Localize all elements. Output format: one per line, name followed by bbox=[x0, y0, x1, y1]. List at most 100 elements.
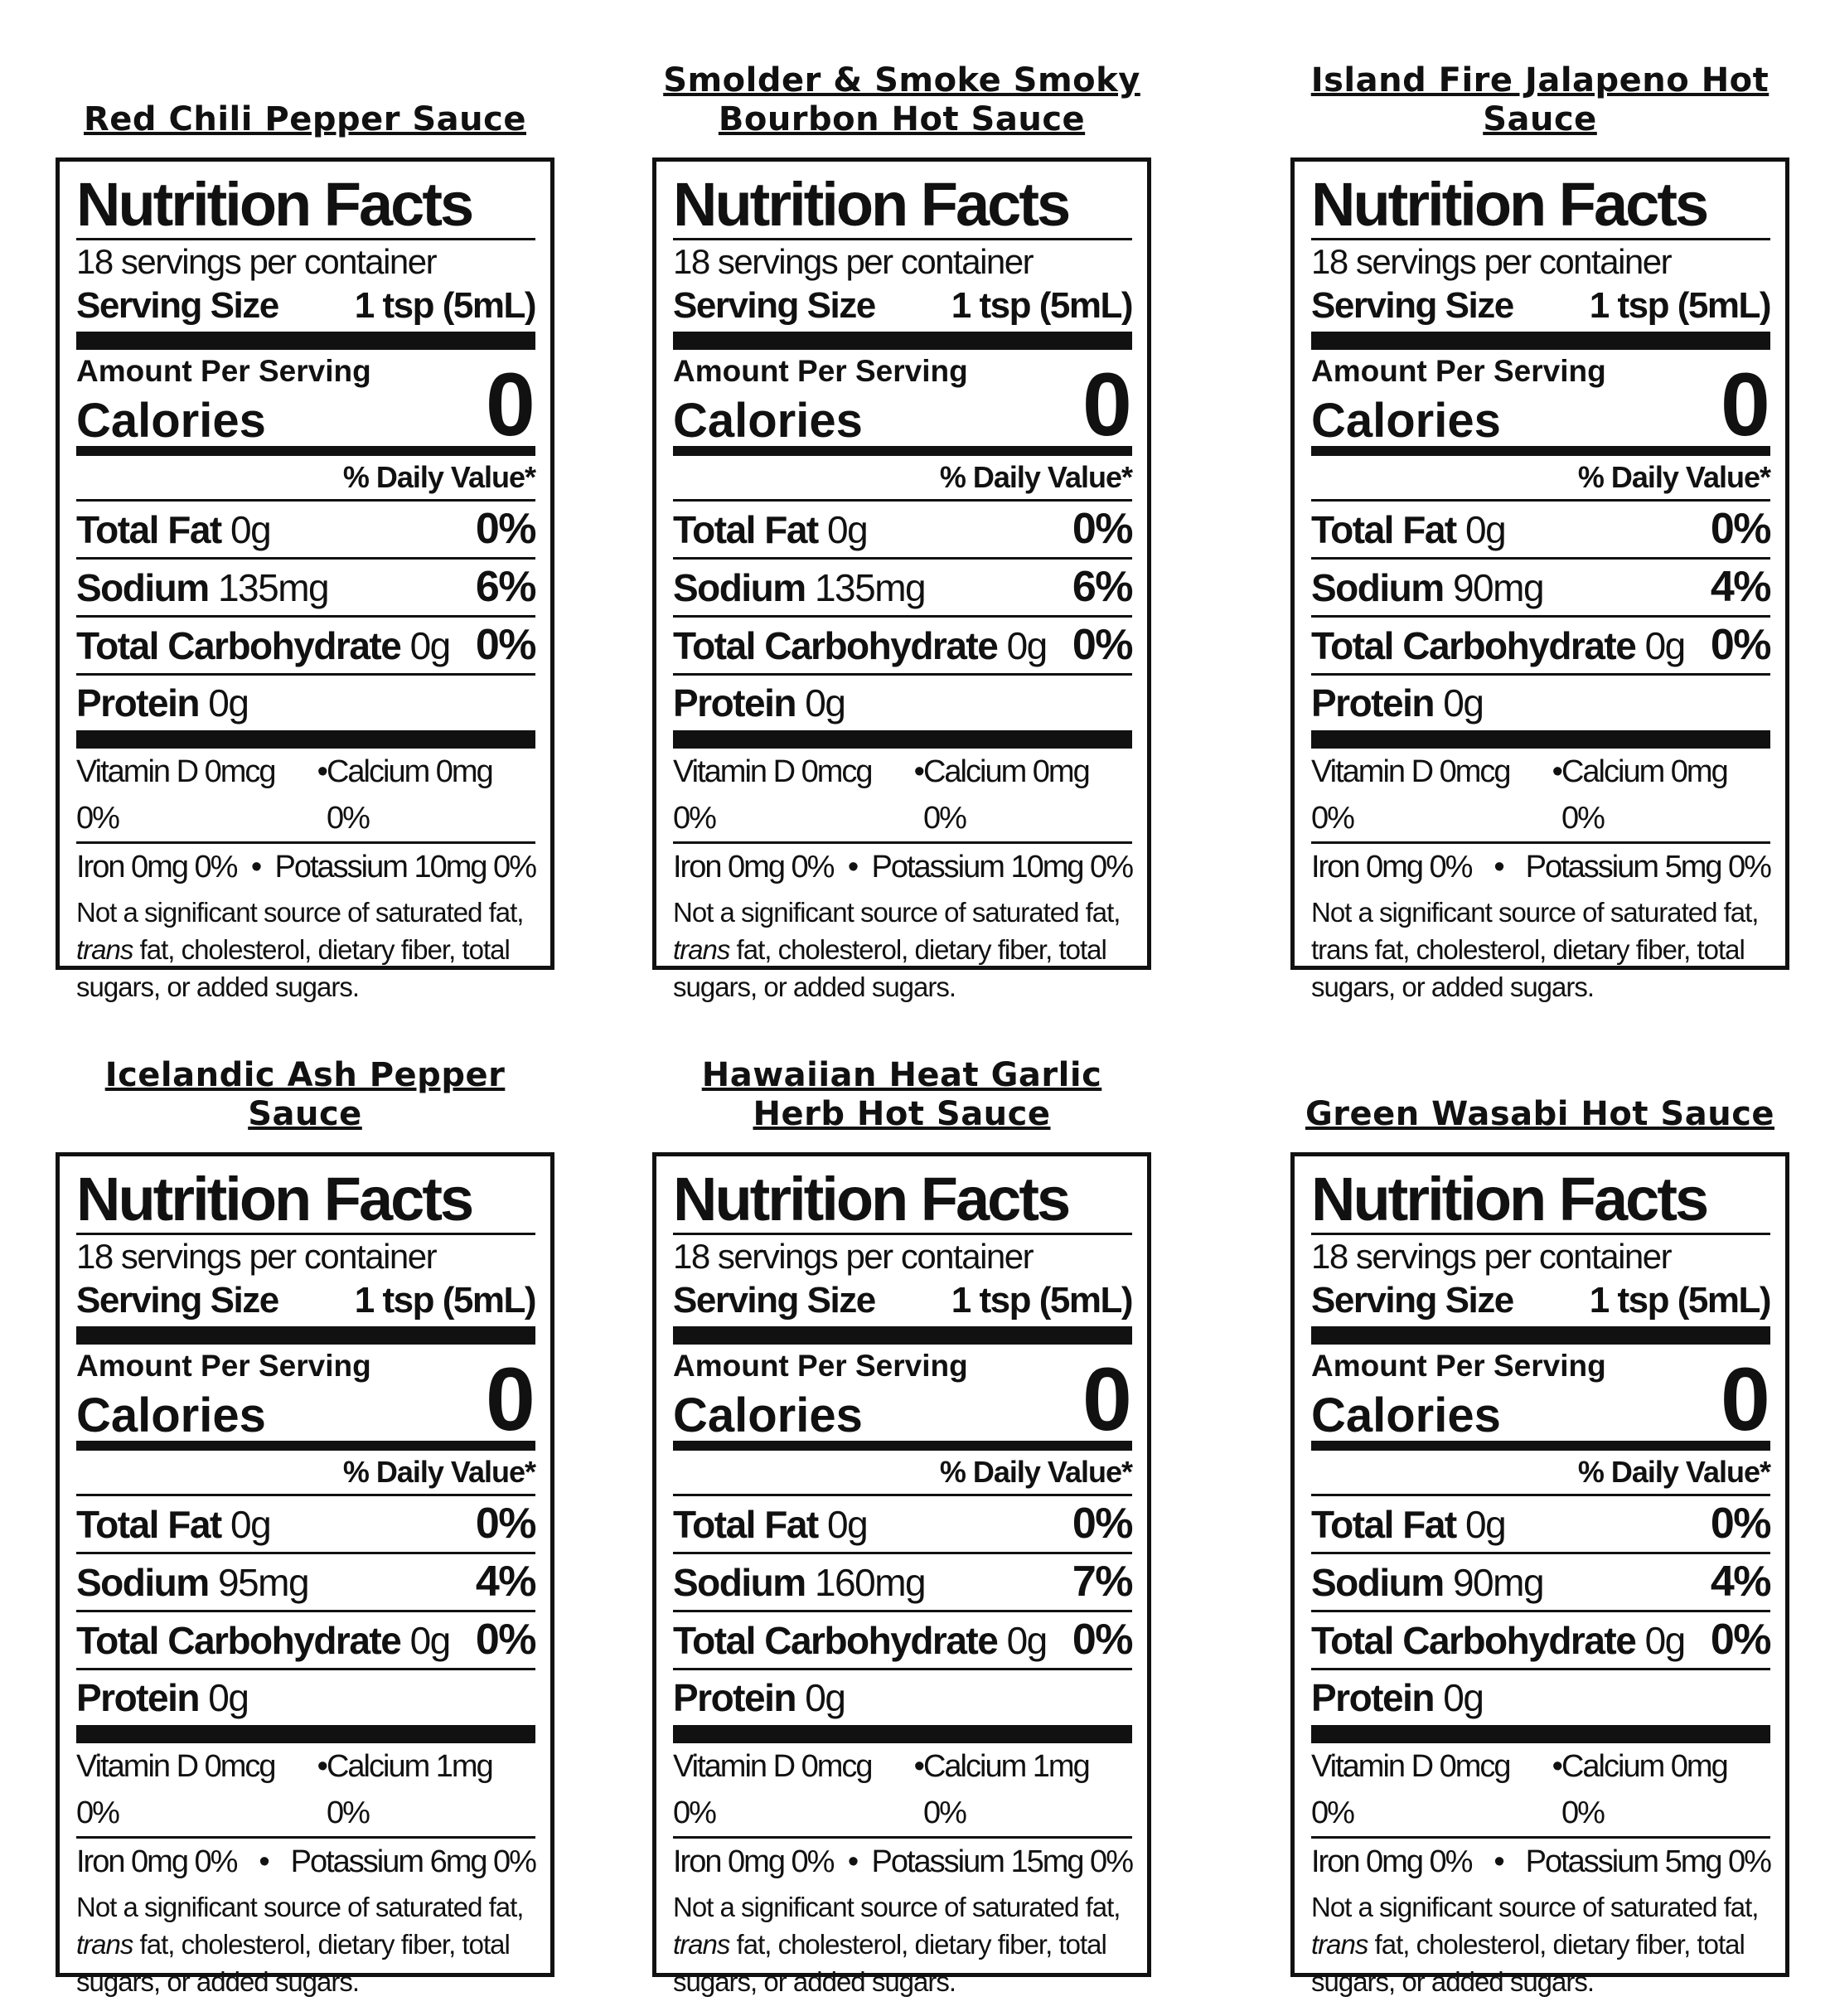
protein-amount: 0g bbox=[805, 681, 846, 724]
footnote: Not a significant source of saturated fa… bbox=[673, 1888, 1132, 2000]
serving-size-label: Serving Size bbox=[673, 285, 876, 326]
nutrient: Total Fat 0g bbox=[1311, 502, 1507, 557]
vitamin-row: Vitamin D 0mcg 0% • Calcium 1mg 0% bbox=[76, 1743, 535, 1839]
calories-row: Calories 0 bbox=[1311, 354, 1770, 456]
bullet: • bbox=[847, 850, 859, 884]
vitamin-row: Iron 0mg 0% • Potassium 15mg 0% bbox=[673, 1839, 1134, 1885]
vitamin: Calcium 0mg 0% bbox=[1561, 1749, 1729, 1830]
nutrient-row: Total Fat 0g 0% bbox=[1311, 502, 1772, 560]
calories-label: Calories bbox=[1311, 1388, 1501, 1442]
nutrient-dv: 4% bbox=[475, 1558, 537, 1606]
amount-per-serving: Amount Per Serving bbox=[76, 1349, 371, 1383]
serving-size-row: Serving Size 1 tsp (5mL) bbox=[673, 284, 1134, 350]
footnote-text: trans bbox=[76, 1929, 133, 1960]
nutrient-name: Total Fat bbox=[673, 508, 819, 551]
nutrient-amount: 135mg bbox=[814, 566, 927, 609]
nutrient: Total Fat 0g bbox=[673, 1497, 869, 1552]
footnote-text: Not a significant source of saturated fa… bbox=[673, 897, 1121, 928]
protein-row: Protein 0g bbox=[673, 1670, 1132, 1743]
serving-size-row: Serving Size 1 tsp (5mL) bbox=[1311, 284, 1772, 350]
nutrient-name: Total Fat bbox=[1311, 1503, 1457, 1546]
nutrient-dv: 0% bbox=[1710, 1500, 1772, 1548]
nutrient: Sodium 135mg bbox=[673, 560, 927, 615]
nutrient-dv: 0% bbox=[1072, 1616, 1134, 1664]
nutrient-row: Total Carbohydrate 0g 0% bbox=[76, 1612, 537, 1670]
nutrient-row: Sodium 135mg 6% bbox=[76, 560, 537, 618]
bullet: • bbox=[250, 850, 262, 884]
calories: 0 bbox=[1720, 354, 1770, 454]
footnote-text: trans bbox=[673, 1929, 730, 1960]
protein-amount: 0g bbox=[208, 1676, 249, 1719]
nutrient-name: Sodium bbox=[673, 566, 806, 609]
nutrient-dv: 7% bbox=[1072, 1558, 1134, 1606]
nutrient-dv: 0% bbox=[1710, 621, 1772, 669]
protein-row: Protein 0g bbox=[1311, 676, 1770, 749]
daily-value-header: % Daily Value* bbox=[1311, 1451, 1771, 1496]
servings: 18 servings per container bbox=[1311, 242, 1673, 281]
nutrient-dv: 4% bbox=[1710, 1558, 1772, 1606]
heading: Nutrition Facts bbox=[673, 1166, 1132, 1235]
serving-size: 1 tsp (5mL) bbox=[951, 1280, 1134, 1321]
nutrition-label: Nutrition Facts 18 servings per container… bbox=[1290, 158, 1789, 1002]
serving-size-row: Serving Size 1 tsp (5mL) bbox=[1311, 1278, 1772, 1345]
amount-per-serving: Amount Per Serving bbox=[673, 1349, 968, 1383]
servings: 18 servings per container bbox=[673, 1237, 1034, 1276]
calories-label: Calories bbox=[76, 394, 266, 448]
calories-row: Calories 0 bbox=[1311, 1354, 1770, 1451]
nutrient-amount: 0g bbox=[409, 624, 452, 667]
nutrient-amount: 0g bbox=[827, 1503, 869, 1546]
nutrient: Sodium 160mg bbox=[673, 1555, 927, 1610]
label-title: Island Fire Jalapeno Hot Sauce bbox=[1310, 61, 1769, 138]
protein-name: Protein bbox=[1311, 681, 1435, 724]
vitamin: Potassium 10mg 0% bbox=[871, 850, 1133, 884]
vitamin-row: Iron 0mg 0% • Potassium 6mg 0% bbox=[76, 1839, 537, 1885]
footnote-text: Not a significant source of saturated fa… bbox=[76, 897, 524, 928]
nutrient-amount: 90mg bbox=[1452, 1561, 1545, 1604]
serving-size-label: Serving Size bbox=[1311, 1280, 1514, 1321]
daily-value-header: % Daily Value* bbox=[673, 1451, 1133, 1496]
protein-name: Protein bbox=[76, 1676, 200, 1719]
nutrient-dv: 6% bbox=[1072, 563, 1134, 611]
nutrient-name: Total Fat bbox=[76, 508, 222, 551]
nutrition-label: Nutrition Facts 18 servings per container… bbox=[56, 158, 554, 1002]
vitamin: Calcium 0mg 0% bbox=[1561, 754, 1729, 836]
nutrient-dv: 0% bbox=[475, 1500, 537, 1548]
nutrient-row: Total Carbohydrate 0g 0% bbox=[76, 618, 537, 676]
serving-size: 1 tsp (5mL) bbox=[1589, 1280, 1772, 1321]
nutrient-amount: 90mg bbox=[1452, 566, 1545, 609]
nutrient-dv: 0% bbox=[1072, 1500, 1134, 1548]
vitamin-row: Vitamin D 0mcg 0% • Calcium 0mg 0% bbox=[1311, 1743, 1770, 1839]
nutrient-amount: 135mg bbox=[217, 566, 330, 609]
calories-row: Calories 0 bbox=[673, 360, 1132, 456]
serving-size: 1 tsp (5mL) bbox=[1589, 285, 1772, 326]
vitamin: Vitamin D 0mcg 0% bbox=[1311, 754, 1512, 836]
footnote-text: fat, cholesterol, dietary fiber, total s… bbox=[76, 934, 511, 1002]
bullet: • bbox=[847, 1844, 859, 1879]
servings: 18 servings per container bbox=[673, 242, 1034, 281]
bullet: • bbox=[1552, 1749, 1563, 1784]
nutrient-amount: 0g bbox=[1465, 508, 1507, 551]
vitamin-row: Vitamin D 0mcg 0% • Calcium 0mg 0% bbox=[1311, 749, 1770, 844]
vitamin: Iron 0mg 0% bbox=[673, 1844, 835, 1879]
nutrient-row: Sodium 90mg 4% bbox=[1311, 560, 1772, 618]
bullet: • bbox=[259, 1844, 269, 1879]
vitamin-row: Iron 0mg 0% • Potassium 5mg 0% bbox=[1311, 1839, 1772, 1885]
label-title: Smolder & Smoke Smoky Bourbon Hot Sauce bbox=[663, 61, 1140, 138]
nutrition-label: Nutrition Facts 18 servings per container… bbox=[652, 1152, 1151, 1997]
footnote-text: fat, cholesterol, dietary fiber, total s… bbox=[1311, 934, 1745, 1002]
serving-size-label: Serving Size bbox=[1311, 285, 1514, 326]
calories-row: Calories 0 bbox=[673, 1354, 1132, 1451]
protein-amount: 0g bbox=[208, 681, 249, 724]
vitamin: Iron 0mg 0% bbox=[1311, 1844, 1473, 1879]
nutrition-label: Nutrition Facts 18 servings per container… bbox=[652, 158, 1151, 1002]
vitamin: Calcium 0mg 0% bbox=[326, 754, 494, 836]
servings: 18 servings per container bbox=[1311, 1237, 1673, 1276]
nutrient-name: Total Carbohydrate bbox=[76, 1619, 402, 1662]
label-title: Green Wasabi Hot Sauce bbox=[1305, 1095, 1775, 1133]
nutrient-amount: 160mg bbox=[814, 1561, 927, 1604]
nutrient-row: Sodium 160mg 7% bbox=[673, 1554, 1134, 1612]
nutrient: Total Carbohydrate 0g bbox=[76, 1613, 451, 1668]
vitamin: Potassium 5mg 0% bbox=[1525, 1844, 1772, 1879]
nutrient-amount: 95mg bbox=[217, 1561, 310, 1604]
